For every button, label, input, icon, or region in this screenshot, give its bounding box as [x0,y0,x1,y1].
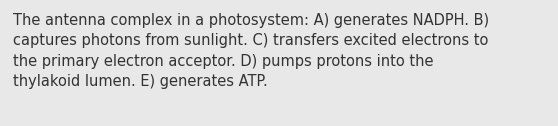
Text: The antenna complex in a photosystem: A) generates NADPH. B)
captures photons fr: The antenna complex in a photosystem: A)… [13,13,489,89]
